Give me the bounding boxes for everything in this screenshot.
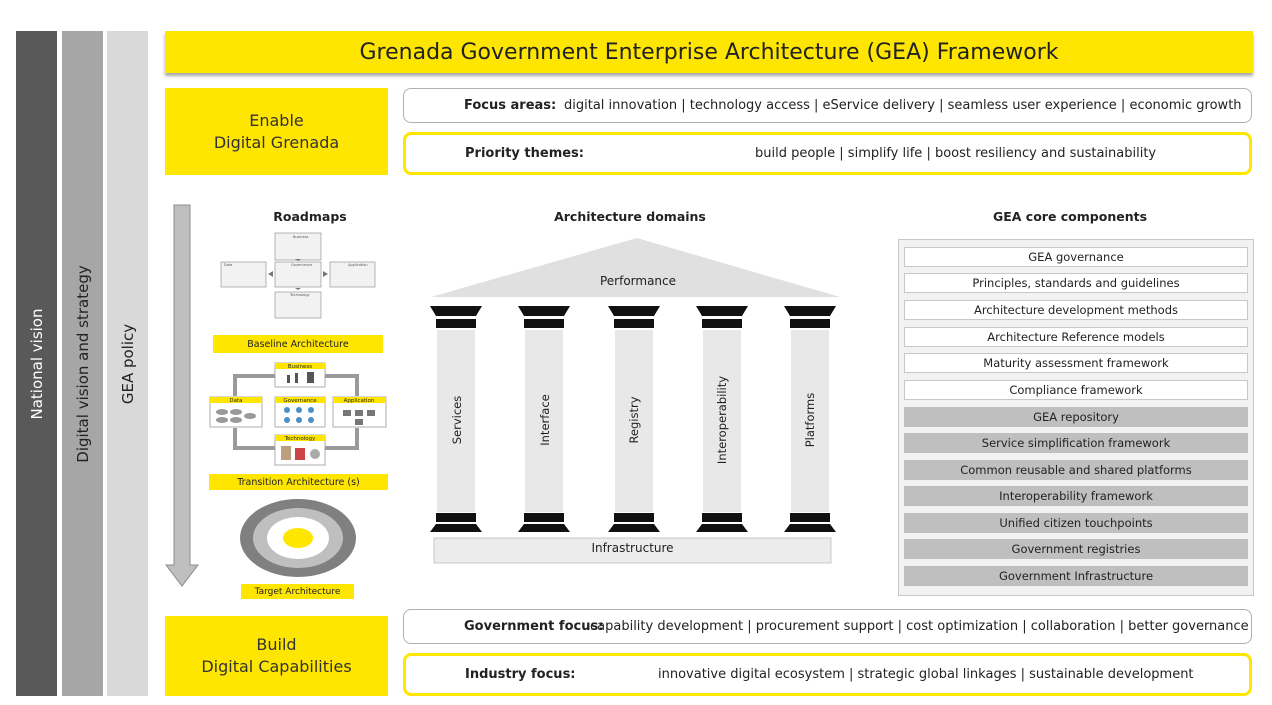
government-focus-label: Government focus: [464, 619, 604, 634]
progression-arrow [164, 204, 200, 587]
pillar-label-services: Services [450, 395, 464, 445]
baseline-label-technology: Technology [289, 293, 310, 297]
core-item: Service simplification framework [904, 433, 1248, 453]
priority-themes-label: Priority themes: [465, 146, 584, 161]
core-item: Principles, standards and guidelines [904, 273, 1248, 293]
digital-vision-bar: Digital vision and strategy [62, 31, 103, 696]
architecture-domains-heading: Architecture domains [554, 209, 706, 224]
national-vision-bar: National vision [16, 31, 57, 696]
enable-box: Enable Digital Grenada [165, 88, 388, 175]
pillar-interface [518, 306, 570, 532]
pillar-label-interoperability: Interoperability [715, 375, 729, 465]
transition-label-application: Application [344, 398, 375, 404]
transition-label-data: Data [229, 398, 242, 404]
target-diagram [240, 499, 356, 577]
core-item: Unified citizen touchpoints [904, 513, 1248, 533]
pillar-label-registry: Registry [627, 396, 641, 444]
core-item: Architecture Reference models [904, 327, 1248, 347]
pillar-platforms [784, 306, 836, 532]
enable-line2: Digital Grenada [213, 132, 340, 152]
core-components-panel: GEA governance Principles, standards and… [898, 239, 1254, 596]
national-vision-label: National vision [27, 308, 46, 419]
pillar-services [430, 306, 482, 532]
gea-policy-bar: GEA policy [107, 31, 148, 696]
roadmaps-heading: Roadmaps [273, 209, 347, 224]
transition-diagram: Business Data Governance Application Tec… [209, 362, 387, 466]
government-focus-pill: Government focus: capability development… [403, 609, 1252, 644]
build-line2: Digital Capabilities [201, 657, 352, 676]
focus-areas-pill: Focus areas: digital innovation | techno… [403, 88, 1252, 123]
infrastructure-label: Infrastructure [591, 541, 674, 555]
target-architecture-label: Target Architecture [241, 584, 354, 599]
core-components-heading: GEA core components [992, 209, 1148, 224]
core-item: Architecture development methods [904, 300, 1248, 320]
transition-label-business: Business [288, 364, 312, 370]
core-item: Common reusable and shared platforms [904, 460, 1248, 480]
core-item: GEA governance [904, 247, 1248, 267]
industry-focus-pill: Industry focus: innovative digital ecosy… [403, 653, 1252, 696]
baseline-architecture-label: Baseline Architecture [213, 335, 383, 353]
roof-label: Performance [599, 274, 677, 288]
core-item: GEA repository [904, 407, 1248, 427]
baseline-label-data: Data [224, 263, 232, 267]
baseline-label-application: Application [348, 263, 368, 267]
industry-focus-text: innovative digital ecosystem | strategic… [658, 667, 1194, 682]
priority-themes-text: build people | simplify life | boost res… [755, 146, 1157, 161]
transition-label-technology: Technology [284, 436, 317, 442]
architecture-temple [430, 238, 840, 564]
transition-label-governance: Governance [283, 398, 317, 404]
pillar-label-platforms: Platforms [803, 392, 817, 448]
core-item: Maturity assessment framework [904, 353, 1248, 373]
core-item: Compliance framework [904, 380, 1248, 400]
government-focus-text: capability development | procurement sup… [590, 619, 1249, 634]
focus-areas-label: Focus areas: [464, 98, 557, 113]
core-item: Government Infrastructure [904, 566, 1248, 586]
pillar-registry [608, 306, 660, 532]
pillar-label-interface: Interface [538, 394, 552, 446]
core-item: Interoperability framework [904, 486, 1248, 506]
baseline-label-business: Business [293, 235, 309, 239]
baseline-diagram: Business Data Governance Application Tec… [220, 232, 376, 319]
industry-focus-label: Industry focus: [465, 667, 576, 682]
build-box: Build Digital Capabilities [165, 616, 388, 696]
baseline-label-governance: Governance [291, 263, 312, 267]
gea-policy-label: GEA policy [118, 323, 137, 404]
digital-vision-label: Digital vision and strategy [73, 264, 92, 463]
priority-themes-pill: Priority themes: build people | simplify… [403, 132, 1252, 175]
build-line1: Build [256, 635, 297, 654]
transition-architecture-label: Transition Architecture (s) [209, 474, 388, 490]
page-title: Grenada Government Enterprise Architectu… [165, 31, 1253, 73]
enable-line1: Enable [249, 110, 304, 130]
core-item: Government registries [904, 539, 1248, 559]
pillar-interoperability [696, 306, 748, 532]
focus-areas-text: digital innovation | technology access |… [564, 98, 1242, 113]
